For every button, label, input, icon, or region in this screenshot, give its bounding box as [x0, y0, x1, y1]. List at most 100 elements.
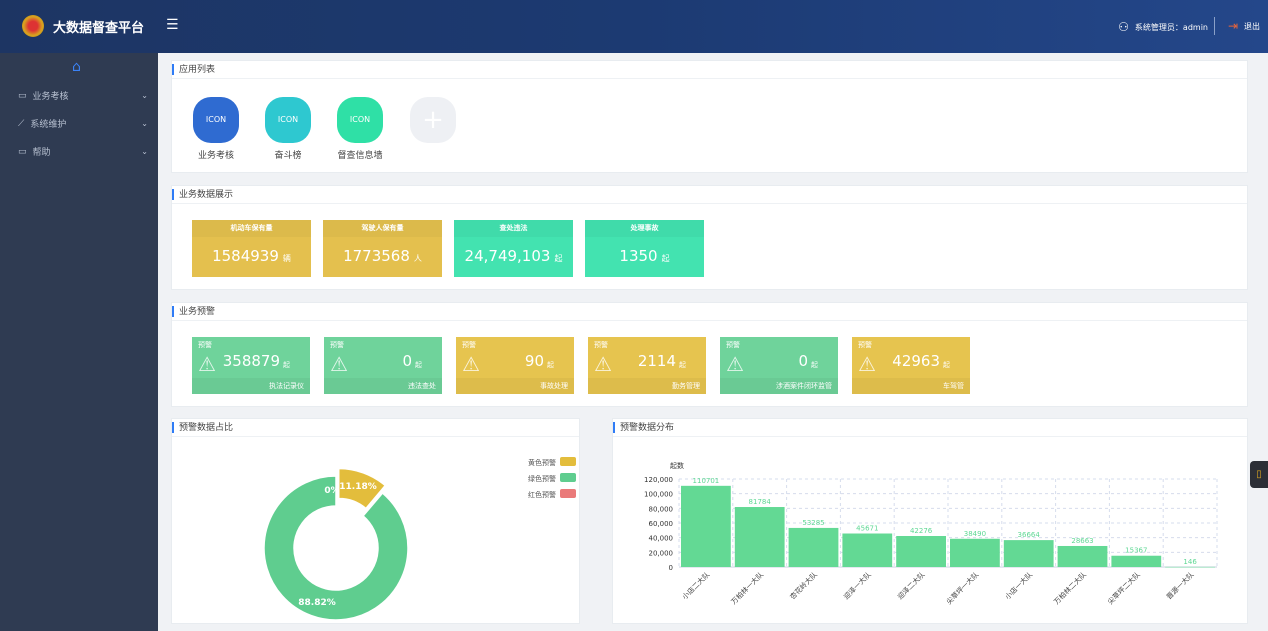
bar	[1165, 566, 1215, 568]
warning-card[interactable]: 预警 ⚠ 358879 起执法记录仪	[192, 337, 310, 394]
warning-triangle-icon: ⚠	[726, 352, 744, 376]
y-tick-label: 60,000	[649, 520, 674, 528]
logout-label: 退出	[1244, 21, 1260, 31]
pie-data-label: 88.82%	[298, 598, 336, 608]
bar-data-label: 110701	[693, 477, 720, 485]
stat-label: 查处违法	[454, 220, 573, 237]
x-tick-label: 万柏林一大队	[729, 570, 765, 606]
stat-label: 处理事故	[585, 220, 704, 237]
app-icon: ICON	[193, 97, 239, 143]
warning-card[interactable]: 预警 ⚠ 2114 起勤务管理	[588, 337, 706, 394]
panel-title: 预警数据占比	[172, 419, 579, 437]
warning-tag: 预警	[462, 341, 476, 349]
side-drawer-handle[interactable]: ▯	[1250, 461, 1268, 488]
stat-value-row: 24,749,103 起	[454, 237, 573, 278]
x-tick-label: 尖草坪一大队	[944, 570, 980, 606]
stat-card[interactable]: 查处违法 24,749,103 起	[454, 220, 573, 277]
bar	[1057, 545, 1108, 567]
stat-label: 驾驶人保有量	[323, 220, 442, 237]
sidebar: ⌂ ▭ 业务考核 ⌄ ⟋ 系统维护 ⌄ ▭ 帮助 ⌄	[0, 53, 158, 631]
warning-triangle-icon: ⚠	[198, 352, 216, 376]
bar-data-label: 36664	[1018, 531, 1041, 539]
x-tick-label: 迎泽一大队	[842, 570, 873, 601]
warning-card[interactable]: 预警 ⚠ 42963 起车驾管	[852, 337, 970, 394]
bar-data-label: 146	[1183, 558, 1197, 566]
pie-slice	[338, 467, 387, 510]
y-tick-label: 20,000	[649, 549, 674, 557]
app-icon: ICON	[337, 97, 383, 143]
warning-value: 0	[798, 352, 808, 370]
stat-unit: 起	[554, 254, 563, 263]
panel-title: 预警数据分布	[613, 419, 1247, 437]
bar	[1003, 540, 1054, 567]
bar-data-label: 45671	[856, 525, 878, 533]
panel-title: 业务预警	[172, 303, 1247, 321]
stat-value-row: 1584939 辆	[192, 237, 311, 278]
sidebar-item-label: 帮助	[32, 148, 51, 158]
y-tick-label: 120,000	[644, 476, 673, 484]
warning-tag: 预警	[330, 341, 344, 349]
warning-unit: 起	[811, 361, 818, 369]
app-icon: ICON	[265, 97, 311, 143]
user-info[interactable]: ⚇ 系统管理员：admin	[1118, 20, 1208, 34]
warning-distribution-panel: 预警数据分布 起数 0 20,000 40,000 60,000 80,000 100,00…	[612, 418, 1248, 624]
app-info-wall[interactable]: ICON 督查信息墙	[325, 97, 395, 161]
app-business-review[interactable]: ICON 业务考核	[181, 97, 251, 161]
sidebar-item-business-review[interactable]: ▭ 业务考核 ⌄	[18, 89, 148, 103]
warning-label: 车驾管	[852, 378, 970, 394]
sidebar-item-help[interactable]: ▭ 帮助 ⌄	[18, 145, 148, 159]
warning-label: 勤务管理	[588, 378, 706, 394]
user-label: 系统管理员：admin	[1134, 22, 1208, 32]
app-label: 督查信息墙	[337, 151, 383, 161]
app-ranking[interactable]: ICON 奋斗榜	[253, 97, 323, 161]
bar	[896, 535, 946, 567]
warning-card[interactable]: 预警 ⚠ 0 起违法查处	[324, 337, 442, 394]
pie-slice	[263, 475, 409, 621]
add-app-button[interactable]: +	[398, 97, 468, 143]
bar	[842, 533, 893, 567]
sidebar-item-label: 系统维护	[30, 120, 67, 130]
chevron-down-icon: ⌄	[141, 91, 148, 100]
y-axis-label: 起数	[670, 461, 684, 470]
sidebar-item-system-maintenance[interactable]: ⟋ 系统维护 ⌄	[18, 117, 148, 131]
app-title: 大数据督查平台	[53, 21, 145, 36]
stat-card[interactable]: 机动车保有量 1584939 辆	[192, 220, 311, 277]
stat-value-row: 1350 起	[585, 237, 704, 278]
bar	[681, 485, 731, 567]
warning-card[interactable]: 预警 ⚠ 0 起涉酒案件闭环监管	[720, 337, 838, 394]
warning-card[interactable]: 预警 ⚠ 90 起事故处理	[456, 337, 574, 394]
stat-card[interactable]: 驾驶人保有量 1773568 人	[323, 220, 442, 277]
warning-value: 2114	[637, 352, 676, 370]
warning-unit: 起	[547, 361, 554, 369]
chevron-down-icon: ⌄	[141, 119, 148, 128]
warning-label: 涉酒案件闭环监管	[720, 378, 838, 394]
warning-label: 事故处理	[456, 378, 574, 394]
legend-swatch	[560, 489, 576, 498]
sidebar-item-label: 业务考核	[32, 92, 69, 102]
warning-unit: 起	[943, 361, 950, 369]
home-icon[interactable]: ⌂	[72, 59, 81, 75]
x-tick-label: 尖草坪二大队	[1106, 570, 1142, 606]
x-tick-label: 杏花岭大队	[788, 570, 819, 601]
menu-toggle-icon[interactable]: ☰	[166, 17, 179, 33]
legend-label: 绿色预警	[528, 474, 556, 483]
warning-value: 42963	[892, 352, 940, 370]
stat-unit: 辆	[282, 254, 291, 263]
bar-data-label: 38490	[964, 530, 986, 538]
bar	[950, 538, 1000, 567]
warning-triangle-icon: ⚠	[330, 352, 348, 376]
stat-value: 1773568	[343, 247, 410, 265]
warning-label: 违法查处	[324, 378, 442, 394]
stat-value: 1584939	[212, 247, 279, 265]
top-header: 大数据督查平台 ☰ ⚇ 系统管理员：admin ⇥ 退出	[0, 0, 1268, 53]
logout-button[interactable]: ⇥ 退出	[1228, 19, 1260, 33]
chevron-down-icon: ⌄	[141, 147, 148, 156]
legend-label: 黄色预警	[528, 458, 556, 467]
warning-value: 90	[524, 352, 544, 370]
stat-card[interactable]: 处理事故 1350 起	[585, 220, 704, 277]
bar	[1111, 555, 1162, 567]
stat-value: 1350	[619, 247, 658, 265]
legend-swatch	[560, 457, 576, 466]
legend-label: 红色预警	[528, 490, 556, 499]
